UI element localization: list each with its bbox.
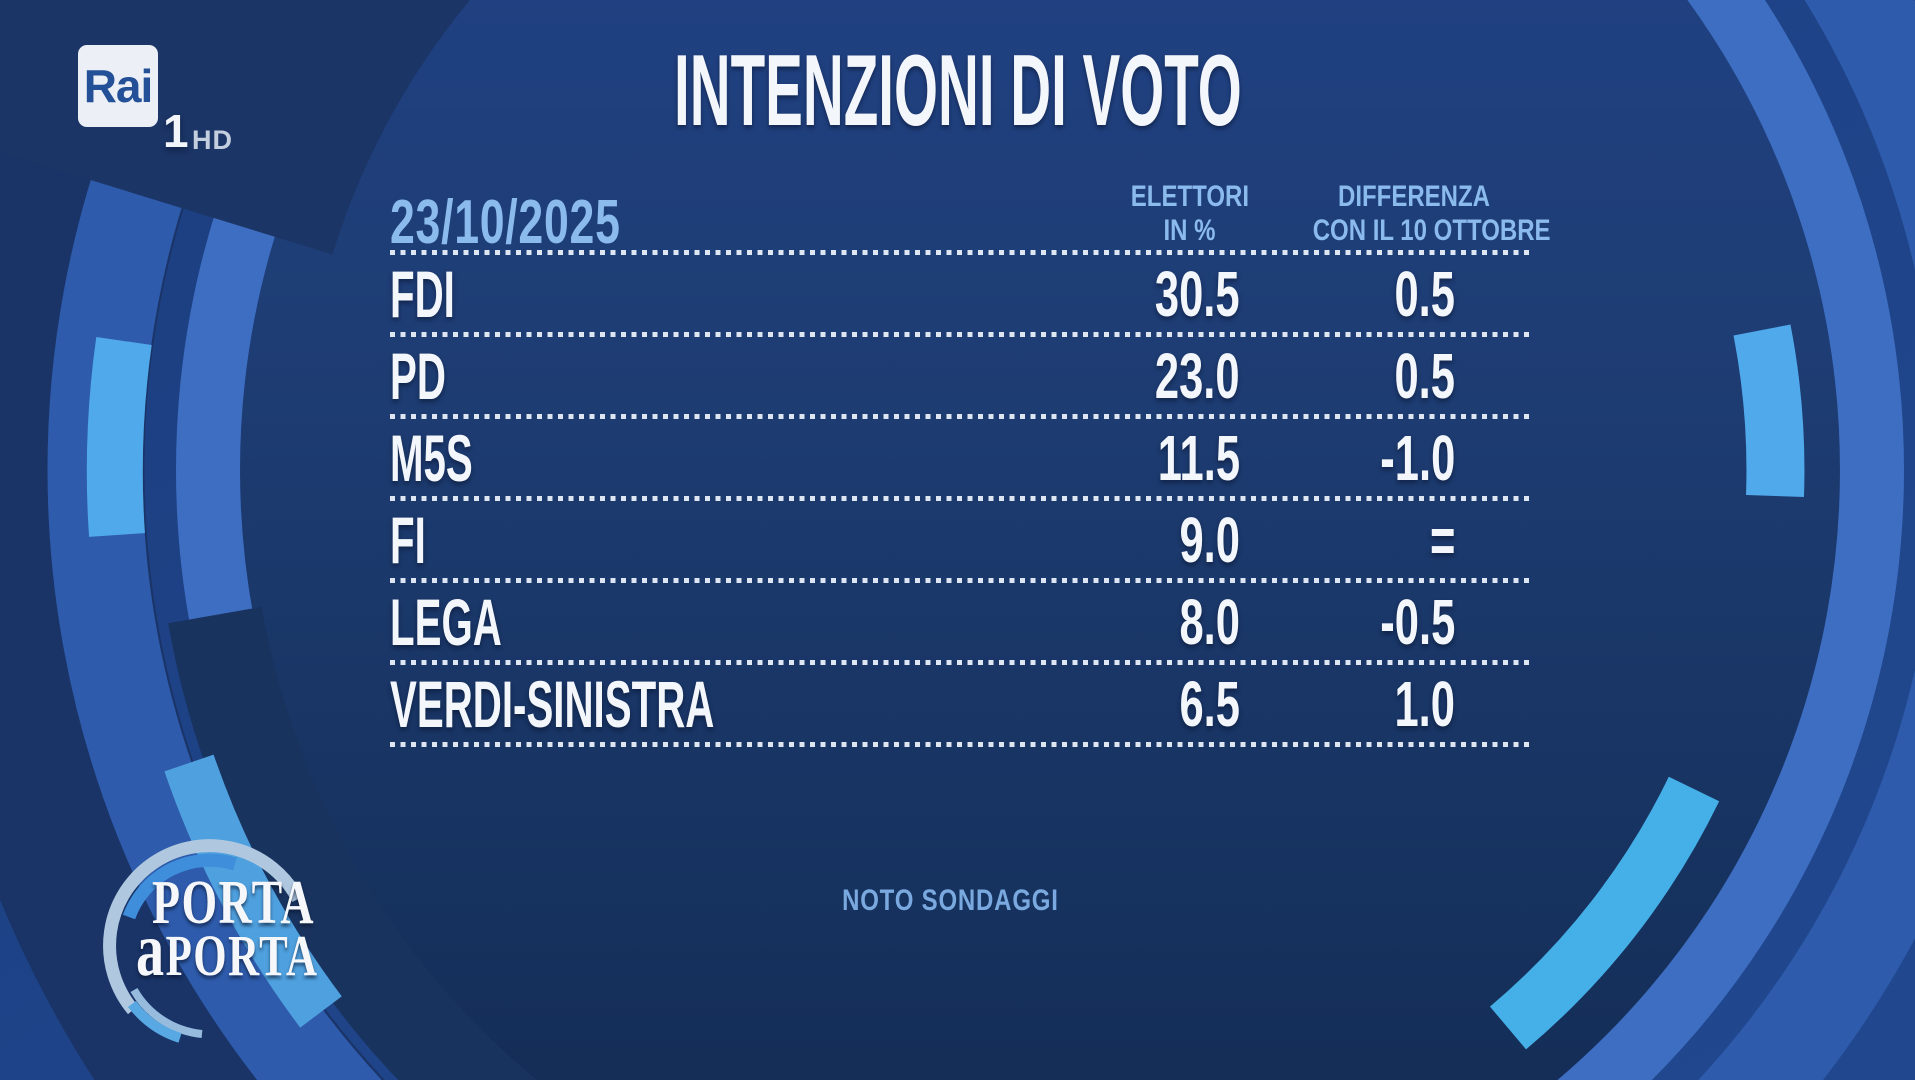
page-title: INTENZIONI DI VOTO [451, 41, 1451, 142]
percent-value: 6.5 [1179, 668, 1240, 740]
percent-value: 11.5 [1157, 422, 1240, 494]
sky-arc-segment-right [1733, 324, 1805, 498]
logo-outer-arc [103, 839, 304, 1015]
table-row: M5S 11.5 -1.0 [390, 417, 1532, 499]
diff-value: -1.0 [1380, 422, 1455, 494]
percent-value: 30.5 [1155, 258, 1240, 330]
interior-circle [240, 0, 1840, 1080]
poll-date: 23/10/2025 [390, 188, 621, 257]
logo-bright-blue-arc [122, 853, 237, 920]
dotted-separator [390, 414, 1532, 419]
dotted-separator [390, 742, 1532, 747]
dotted-separator [390, 332, 1532, 337]
rai-logo-badge: Rai [78, 45, 158, 127]
percent-value: 23.0 [1155, 340, 1240, 412]
rai-channel-bug: Rai 1 HD [78, 45, 308, 154]
table-row: PD 23.0 0.5 [390, 335, 1532, 417]
diff-value: 1.0 [1394, 668, 1455, 740]
porta-logo-arcs [103, 839, 304, 1043]
column-header-diff-line2: CON IL 10 OTTOBRE [1312, 213, 1551, 247]
hd-label: HD [192, 125, 233, 155]
diff-value: = [1429, 504, 1455, 576]
porta-a-porta-logo: PORTA a PORTA [80, 828, 380, 1068]
porta-logo-line2: a PORTA [136, 912, 319, 988]
column-header-diff-line1: DIFFERENZA [1338, 180, 1490, 213]
logo-thin-light-arc [130, 987, 203, 1038]
column-header-diff: DIFFERENZA CON IL 10 OTTOBRE [1283, 180, 1551, 247]
top-left-dark-wedge [0, 0, 471, 257]
rai-logo-text: Rai [83, 60, 154, 112]
party-name: FDI [390, 257, 455, 331]
bottom-left-dark-arc [168, 606, 538, 1080]
porta-logo-line1: PORTA [152, 869, 315, 937]
poll-table: 23/10/2025 ELETTORI IN % DIFFERENZA CON … [390, 0, 1551, 1080]
channel-number: 1 [163, 105, 189, 157]
outer-dark-arc [0, 0, 385, 1080]
column-header-percent: ELETTORI IN % [1090, 180, 1290, 247]
table-row: LEGA 8.0 -0.5 [390, 581, 1532, 663]
table-row: FDI 30.5 0.5 [390, 253, 1532, 335]
percent-value: 8.0 [1179, 586, 1240, 658]
sky-arc-segment-bottom-right [1489, 776, 1720, 1050]
poll-source: NOTO SONDAGGI [841, 884, 1059, 917]
party-name: M5S [390, 421, 473, 495]
diff-value: -0.5 [1380, 586, 1455, 658]
party-name: LEGA [390, 585, 502, 659]
main-ring-arc [176, 0, 1904, 1080]
porta-logo-porta: PORTA [165, 923, 319, 988]
logo-sky-arc [128, 1000, 182, 1043]
page-title-text: INTENZIONI DI VOTO [674, 35, 1242, 147]
column-header-percent-line2: IN % [1163, 213, 1216, 247]
dotted-separator [390, 660, 1532, 665]
party-name: PD [390, 339, 446, 413]
percent-value: 9.0 [1179, 504, 1240, 576]
dotted-separator [390, 250, 1532, 255]
column-header-percent-line1: ELETTORI [1130, 180, 1250, 213]
party-name: VERDI-SINISTRA [390, 667, 715, 741]
porta-logo-a: a [136, 908, 166, 992]
diff-value: 0.5 [1394, 258, 1455, 330]
dotted-separator [390, 578, 1532, 583]
sky-arc-segment-bottom-left [164, 754, 342, 1028]
diff-value: 0.5 [1394, 340, 1455, 412]
sky-arc-segment-left [86, 337, 152, 537]
party-name: FI [390, 503, 426, 577]
table-row: FI 9.0 = [390, 499, 1532, 581]
table-row: VERDI-SINISTRA 6.5 1.0 [390, 663, 1532, 745]
dotted-separator [390, 496, 1532, 501]
